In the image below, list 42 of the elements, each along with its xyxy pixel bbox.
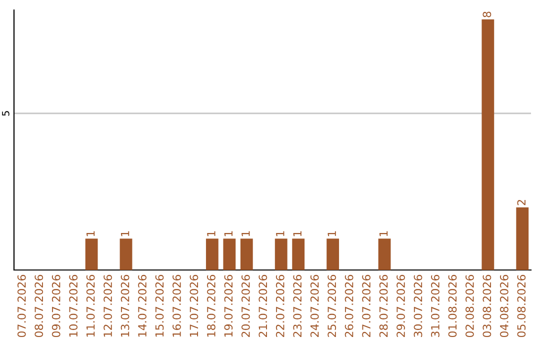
data-label: 1 <box>207 231 216 236</box>
x-tick-label: 27.07.2026 <box>362 274 371 337</box>
x-tick-label: 30.07.2026 <box>414 274 422 337</box>
y-tick-label: 5 <box>2 111 10 116</box>
data-label: 1 <box>86 231 95 236</box>
data-label: 2 <box>517 200 526 206</box>
data-label: 1 <box>276 231 284 236</box>
data-label: 8 <box>482 12 492 18</box>
x-tick-label: 03.08.2026 <box>482 274 492 338</box>
x-tick-label: 12.07.2026 <box>104 274 112 337</box>
x-tick-label: 13.07.2026 <box>120 274 130 337</box>
x-tick-label: 10.07.2026 <box>69 274 78 337</box>
x-tick-label: 21.07.2026 <box>258 274 268 337</box>
x-tick-label: 11.07.2026 <box>86 274 95 337</box>
x-tick-label: 15.07.2026 <box>155 274 164 337</box>
data-label: 1 <box>379 231 388 236</box>
x-tick-label: 07.07.2026 <box>17 274 26 338</box>
x-tick-label: 01.08.2026 <box>448 274 457 338</box>
data-label: 1 <box>328 231 336 236</box>
x-tick-label: 22.07.2026 <box>276 274 284 337</box>
x-tick-label: 20.07.2026 <box>241 274 250 337</box>
x-tick-label: 23.07.2026 <box>293 274 302 337</box>
x-tick-label: 04.08.2026 <box>500 274 508 338</box>
x-tick-label: 25.07.2026 <box>328 274 336 337</box>
x-tick-label: 19.07.2026 <box>224 274 233 337</box>
x-tick-label: 29.07.2026 <box>396 274 405 337</box>
data-label: 1 <box>120 231 130 236</box>
data-label: 1 <box>293 231 302 236</box>
x-tick-label: 09.07.2026 <box>52 274 60 338</box>
data-label: 1 <box>224 231 232 236</box>
x-tick-label: 14.07.2026 <box>138 274 146 337</box>
data-label: 1 <box>242 231 250 236</box>
x-tick-label: 17.07.2026 <box>190 274 198 337</box>
x-tick-label: 08.07.2026 <box>34 274 44 338</box>
x-tick-label: 05.08.2026 <box>517 274 526 338</box>
x-tick-label: 26.07.2026 <box>344 274 354 337</box>
x-tick-label: 28.07.2026 <box>379 274 388 337</box>
x-tick-label: 02.08.2026 <box>466 274 474 338</box>
x-tick-label: 24.07.2026 <box>310 274 319 337</box>
x-tick-label: 31.07.2026 <box>431 274 440 337</box>
x-tick-label: 16.07.2026 <box>172 274 181 337</box>
x-tick-label: 18.07.2026 <box>207 274 216 337</box>
